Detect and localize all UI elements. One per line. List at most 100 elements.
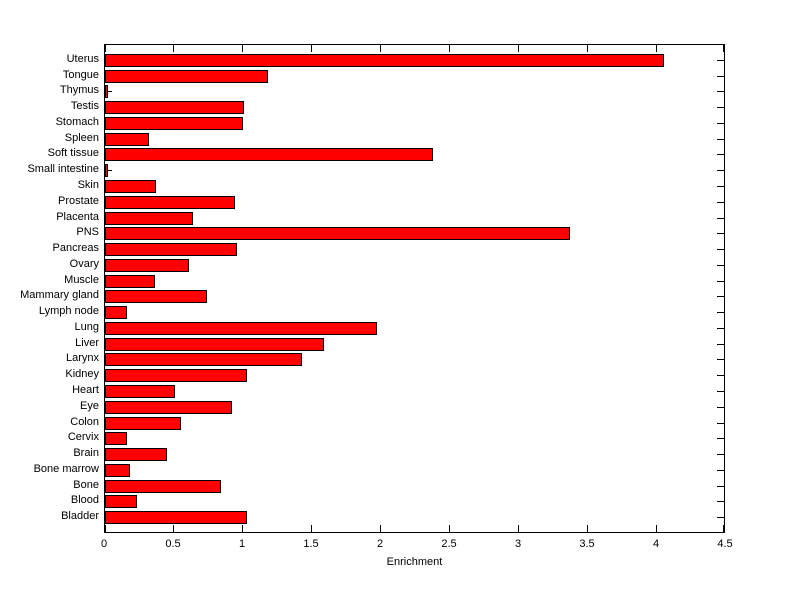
y-tick-label-thymus: Thymus (59, 84, 99, 96)
x-tick-label: 0.5 (165, 538, 181, 550)
x-tick-mark (173, 525, 174, 532)
y-tick-mark-right (717, 154, 724, 155)
y-tick-mark-right (717, 359, 724, 360)
y-tick-mark-right (717, 486, 724, 487)
y-tick-mark-right (717, 139, 724, 140)
x-tick-mark (587, 525, 588, 532)
y-tick-label-ovary: Ovary (69, 258, 99, 270)
bar-thymus (105, 85, 108, 98)
y-tick-mark-right (717, 91, 724, 92)
y-tick-mark-right (717, 296, 724, 297)
y-tick-label-small-intestine: Small intestine (27, 163, 99, 175)
bar-eye (105, 401, 232, 414)
y-tick-label-liver: Liver (75, 337, 99, 349)
y-tick-mark-right (717, 107, 724, 108)
y-tick-mark-right (717, 470, 724, 471)
x-tick-mark (380, 525, 381, 532)
bar-tongue (105, 70, 268, 83)
y-tick-label-heart: Heart (72, 384, 99, 396)
y-tick-label-pns: PNS (76, 226, 99, 238)
bar-uterus (105, 54, 664, 67)
bar-prostate (105, 196, 235, 209)
x-tick-mark-top (449, 45, 450, 52)
y-tick-label-stomach: Stomach (55, 116, 99, 128)
x-tick-mark-top (105, 45, 106, 52)
x-tick-label: 3.5 (579, 538, 595, 550)
y-tick-mark-right (717, 170, 724, 171)
y-tick-label-bone: Bone (73, 479, 99, 491)
x-tick-mark-top (242, 45, 243, 52)
x-tick-mark (656, 525, 657, 532)
bar-mammary-gland (105, 290, 207, 303)
x-tick-mark-top (311, 45, 312, 52)
y-tick-mark-right (717, 423, 724, 424)
x-tick-label: 4 (652, 538, 660, 550)
y-tick-mark-right (717, 391, 724, 392)
bar-testis (105, 101, 244, 114)
x-tick-mark (105, 525, 106, 532)
y-tick-mark-right (717, 328, 724, 329)
bar-brain (105, 448, 167, 461)
bar-placenta (105, 212, 193, 225)
x-tick-label: 0 (100, 538, 108, 550)
y-tick-label-kidney: Kidney (65, 368, 99, 380)
y-tick-mark-right (717, 407, 724, 408)
y-tick-label-testis: Testis (70, 100, 99, 112)
bar-cervix (105, 432, 127, 445)
y-tick-label-prostate: Prostate (58, 195, 99, 207)
y-tick-label-bone-marrow: Bone marrow (33, 463, 99, 475)
y-tick-label-lung: Lung (74, 321, 99, 333)
bar-bone (105, 480, 221, 493)
bar-ovary (105, 259, 189, 272)
y-tick-mark-right (717, 281, 724, 282)
x-tick-mark (518, 525, 519, 532)
y-tick-label-colon: Colon (70, 416, 99, 428)
y-tick-label-lymph-node: Lymph node (38, 305, 99, 317)
y-tick-mark (105, 91, 112, 92)
x-tick-mark-top (656, 45, 657, 52)
bar-bone-marrow (105, 464, 130, 477)
bar-stomach (105, 117, 243, 130)
x-tick-mark (311, 525, 312, 532)
bar-liver (105, 338, 324, 351)
bar-heart (105, 385, 175, 398)
x-tick-mark (242, 525, 243, 532)
y-tick-label-pancreas: Pancreas (52, 242, 99, 254)
x-tick-label: 1.5 (303, 538, 319, 550)
x-tick-mark-top (518, 45, 519, 52)
y-tick-label-blood: Blood (70, 494, 99, 506)
bar-kidney (105, 369, 247, 382)
y-tick-mark-right (717, 76, 724, 77)
y-tick-mark-right (717, 249, 724, 250)
y-tick-label-muscle: Muscle (64, 274, 99, 286)
y-tick-mark-right (717, 501, 724, 502)
y-tick-label-soft-tissue: Soft tissue (47, 147, 99, 159)
bar-pns (105, 227, 570, 240)
y-tick-label-brain: Brain (73, 447, 99, 459)
y-tick-mark-right (717, 438, 724, 439)
y-tick-mark-right (717, 517, 724, 518)
x-tick-mark-top (723, 45, 724, 52)
y-tick-mark-right (717, 60, 724, 61)
y-tick-label-eye: Eye (80, 400, 99, 412)
y-tick-mark-right (717, 375, 724, 376)
bar-soft-tissue (105, 148, 433, 161)
y-tick-label-mammary-gland: Mammary gland (20, 289, 99, 301)
bar-lung (105, 322, 377, 335)
bar-muscle (105, 275, 155, 288)
bar-pancreas (105, 243, 237, 256)
y-tick-mark-right (717, 202, 724, 203)
x-tick-mark-top (173, 45, 174, 52)
x-tick-mark (723, 525, 724, 532)
y-tick-mark-right (717, 344, 724, 345)
bar-bladder (105, 511, 247, 524)
x-tick-mark-top (587, 45, 588, 52)
y-tick-mark-right (717, 454, 724, 455)
bar-colon (105, 417, 181, 430)
y-tick-mark-right (717, 218, 724, 219)
bar-larynx (105, 353, 302, 366)
x-tick-label: 3 (514, 538, 522, 550)
bar-small-intestine (105, 164, 108, 177)
x-tick-label: 1 (238, 538, 246, 550)
